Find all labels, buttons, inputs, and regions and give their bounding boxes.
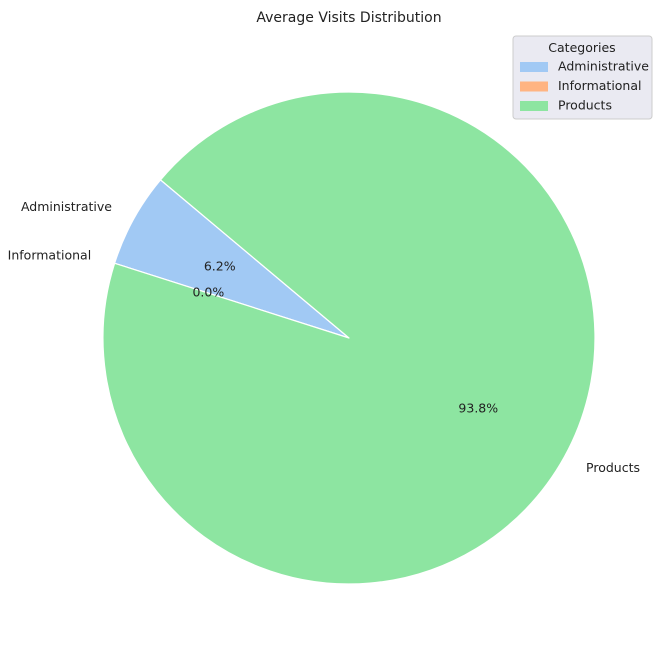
slice-label-administrative: Administrative — [21, 199, 112, 214]
legend: Categories Administrative Informational Pr… — [512, 35, 653, 120]
legend-box — [512, 35, 653, 120]
legend-title: Categories — [548, 40, 615, 55]
pie-slices — [102, 91, 596, 585]
legend-label-informational: Informational — [558, 78, 642, 93]
legend-label-products: Products — [558, 98, 612, 113]
slice-percent-informational: 0.0% — [192, 285, 224, 300]
legend-swatch-informational — [520, 81, 548, 92]
legend-swatch-products — [520, 101, 548, 111]
slice-percent-administrative: 6.2% — [204, 258, 236, 273]
pie-slice-products — [102, 91, 596, 585]
chart-title: Average Visits Distribution — [256, 10, 441, 26]
legend-label-administrative: Administrative — [558, 59, 649, 74]
pie-labels: Administrative 6.2% Informational 0.0% Produ… — [8, 199, 640, 475]
slice-label-products: Products — [586, 460, 640, 475]
legend-swatch-administrative — [520, 62, 548, 72]
slice-label-informational: Informational — [8, 247, 92, 262]
slice-percent-products: 93.8% — [458, 401, 498, 416]
legend-items: Administrative Informational Products — [520, 59, 649, 113]
